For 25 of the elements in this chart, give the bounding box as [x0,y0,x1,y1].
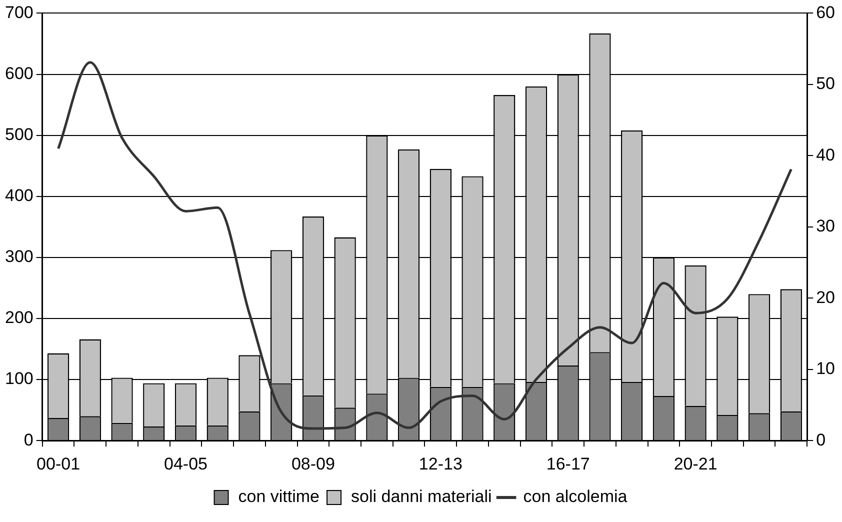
y2-tick-label: 0 [816,430,826,450]
y-tick-label: 700 [4,2,34,22]
x-tick-label: 08-09 [291,454,335,474]
y-tick-label: 100 [4,369,34,388]
x-tick-label: 20-21 [674,454,718,474]
y2-tick-label: 60 [816,2,836,22]
legend-label: soli danni materiali [351,487,492,506]
y-tick-label: 0 [24,430,34,450]
legend-label: con alcolemia [523,487,628,506]
y2-tick-label: 50 [816,74,836,94]
y-tick-label: 200 [4,308,34,328]
legend-label: con vittime [238,487,320,506]
y2-tick-label: 40 [816,145,836,164]
y-tick-label: 300 [4,247,34,266]
x-tick-label: 16-17 [546,454,590,474]
x-tick-label: 12-13 [418,454,462,474]
y-tick-label: 400 [4,186,34,206]
y-tick-label: 500 [4,125,34,144]
y-tick-label: 600 [4,64,34,83]
x-tick-label: 04-05 [164,454,208,474]
y2-tick-label: 30 [816,216,836,236]
y2-tick-label: 10 [816,359,836,378]
x-tick-label: 00-01 [36,454,80,474]
line-series [57,61,792,430]
y2-tick-label: 20 [816,288,836,307]
